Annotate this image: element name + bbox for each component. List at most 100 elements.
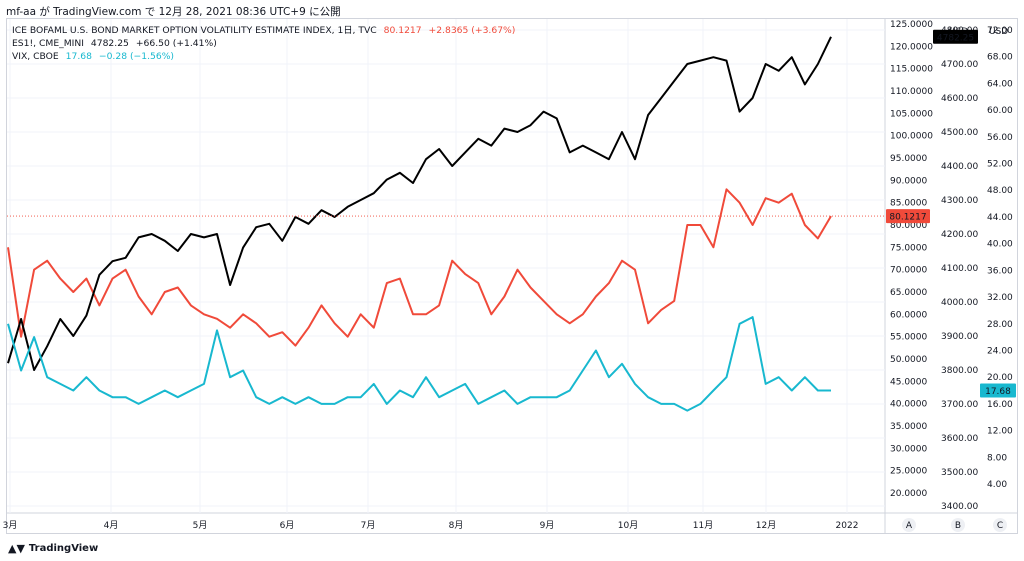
axis-c-tick-label: 48.00	[987, 186, 1013, 196]
axis-a-tick-label: 50.0000	[890, 355, 927, 365]
axis-a-tick-label: 80.0000	[890, 221, 927, 231]
legend-vix-change: −0.28 (−1.56%)	[98, 51, 175, 62]
axis-b-tick-label: 3400.00	[941, 502, 978, 512]
axis-b-tick-label: 3900.00	[941, 332, 978, 342]
axis-c-tick-label: 44.00	[987, 213, 1013, 223]
axis-b-tick-label: 3700.00	[941, 400, 978, 410]
x-tick-label: 6月	[280, 520, 295, 531]
last-value-badge-text-b: 4782.25	[937, 33, 974, 43]
legend-row-move[interactable]: ICE BOFAML U.S. BOND MARKET OPTION VOLAT…	[12, 24, 519, 37]
axis-a-tick-label: 105.0000	[890, 109, 933, 119]
axis-a-tick-label: 40.0000	[890, 400, 927, 410]
legend-move-value: 80.1217	[383, 25, 422, 36]
axis-a-tick-label: 90.0000	[890, 176, 927, 186]
legend-move-change: +2.8365 (+3.67%)	[428, 25, 516, 36]
axis-c-tick-label: 68.00	[987, 53, 1013, 63]
axis-a-tick-label: 75.0000	[890, 243, 927, 253]
axis-a-tick-label: 95.0000	[890, 154, 927, 164]
legend-vix-value: 17.68	[65, 51, 92, 62]
axis-c-tick-label: 64.00	[987, 79, 1013, 89]
axis-c-tick-label: 32.00	[987, 293, 1013, 303]
axis-a-tick-label: 100.0000	[890, 132, 933, 142]
legend-row-vix[interactable]: VIX, CBOE 17.68 −0.28 (−1.56%)	[12, 50, 519, 63]
legend-es-value: 4782.25	[90, 38, 129, 49]
axis-c-tick-label: 36.00	[987, 266, 1013, 276]
x-tick-label: 7月	[361, 520, 376, 531]
chart-legend: ICE BOFAML U.S. BOND MARKET OPTION VOLAT…	[12, 24, 519, 63]
axis-a-tick-label: 125.0000	[890, 20, 933, 30]
axis-a-tick-label: 20.0000	[890, 489, 927, 499]
axis-c-tick-label: 24.00	[987, 346, 1013, 356]
axis-c-tick-label: 56.00	[987, 133, 1013, 143]
axis-a-tick-label: 45.0000	[890, 377, 927, 387]
publish-header: mf-aa が TradingView.com で 12月 28, 2021 0…	[6, 6, 341, 18]
axis-b-tick-label: 4100.00	[941, 264, 978, 274]
axis-a-tick-label: 30.0000	[890, 444, 927, 454]
axis-b-tick-label: 3800.00	[941, 366, 978, 376]
axis-c-tick-label: 16.00	[987, 400, 1013, 410]
x-tick-label: 10月	[618, 520, 638, 531]
axis-a-tick-label: 65.0000	[890, 288, 927, 298]
axis-letter: B	[955, 521, 961, 531]
axis-b-tick-label: 4700.00	[941, 60, 978, 70]
axis-a-tick-label: 115.0000	[890, 65, 933, 75]
axis-c-tick-label: 4.00	[987, 480, 1007, 490]
x-tick-label: 8月	[449, 520, 464, 531]
axis-b-tick-label: 4400.00	[941, 162, 978, 172]
legend-row-es[interactable]: ES1!, CME_MINI 4782.25 +66.50 (+1.41%)	[12, 37, 519, 50]
last-value-badge-c	[980, 383, 1016, 398]
legend-vix-name: VIX, CBOE	[12, 51, 59, 62]
tradingview-icon: ▲▼	[8, 542, 25, 555]
axis-a-tick-label: 25.0000	[890, 467, 927, 477]
axis-c-tick-label: 8.00	[987, 453, 1007, 463]
axis-b-tick-label: 3600.00	[941, 434, 978, 444]
axis-c-tick-label: 20.00	[987, 373, 1013, 383]
last-value-badge-b	[933, 29, 978, 44]
move-index-line	[7, 188, 832, 347]
x-tick-label: 11月	[693, 520, 713, 531]
axis-b-tick-label: 4500.00	[941, 128, 978, 138]
axis-b-tick-label: 4200.00	[941, 230, 978, 240]
axis-a-tick-label: 60.0000	[890, 310, 927, 320]
axis-c-tick-label: 60.00	[987, 106, 1013, 116]
axis-letter-badge	[902, 518, 916, 532]
last-value-badge-text-a: 80.1217	[889, 213, 926, 223]
x-tick-label: 5月	[193, 520, 208, 531]
x-tick-label: 9月	[540, 520, 555, 531]
tradingview-logo[interactable]: ▲▼ TradingView	[8, 542, 98, 555]
es-futures-line	[7, 36, 832, 371]
axis-a-tick-label: 110.0000	[890, 87, 933, 97]
axis-c-unit: USD	[989, 27, 1008, 37]
legend-es-change: +66.50 (+1.41%)	[135, 38, 217, 49]
axis-c-tick-label: 28.00	[987, 320, 1013, 330]
axis-b-tick-label: 3500.00	[941, 468, 978, 478]
last-value-badge-text-c: 17.68	[985, 387, 1011, 397]
axis-b-tick-label: 4300.00	[941, 196, 978, 206]
x-tick-label: 12月	[756, 520, 776, 531]
axis-a-tick-label: 70.0000	[890, 266, 927, 276]
legend-es-name: ES1!, CME_MINI	[12, 38, 84, 49]
vix-line	[7, 316, 831, 412]
legend-move-name: ICE BOFAML U.S. BOND MARKET OPTION VOLAT…	[12, 25, 377, 36]
axis-letter: A	[906, 521, 913, 531]
x-tick-label: 4月	[104, 520, 119, 531]
axis-letter-badge	[993, 518, 1007, 532]
axis-c-tick-label: 12.00	[987, 427, 1013, 437]
x-tick-label: 3月	[3, 520, 18, 531]
axis-c-tick-label: 40.00	[987, 240, 1013, 250]
axis-c-tick-label: 72.00	[987, 26, 1013, 36]
axis-a-tick-label: 120.0000	[890, 42, 933, 52]
axis-a-tick-label: 35.0000	[890, 422, 927, 432]
axis-a-tick-label: 55.0000	[890, 333, 927, 343]
axis-a-tick-label: 85.0000	[890, 199, 927, 209]
last-value-badge-a	[886, 209, 930, 224]
axis-letter-badge	[951, 518, 965, 532]
x-tick-label: 2022	[836, 521, 859, 531]
chart-frame	[6, 18, 1018, 534]
axis-b-tick-label: 4000.00	[941, 298, 978, 308]
tradingview-brand: TradingView	[28, 543, 99, 554]
axis-c-tick-label: 52.00	[987, 160, 1013, 170]
axis-letter: C	[997, 521, 1003, 531]
axis-b-tick-label: 4600.00	[941, 94, 978, 104]
